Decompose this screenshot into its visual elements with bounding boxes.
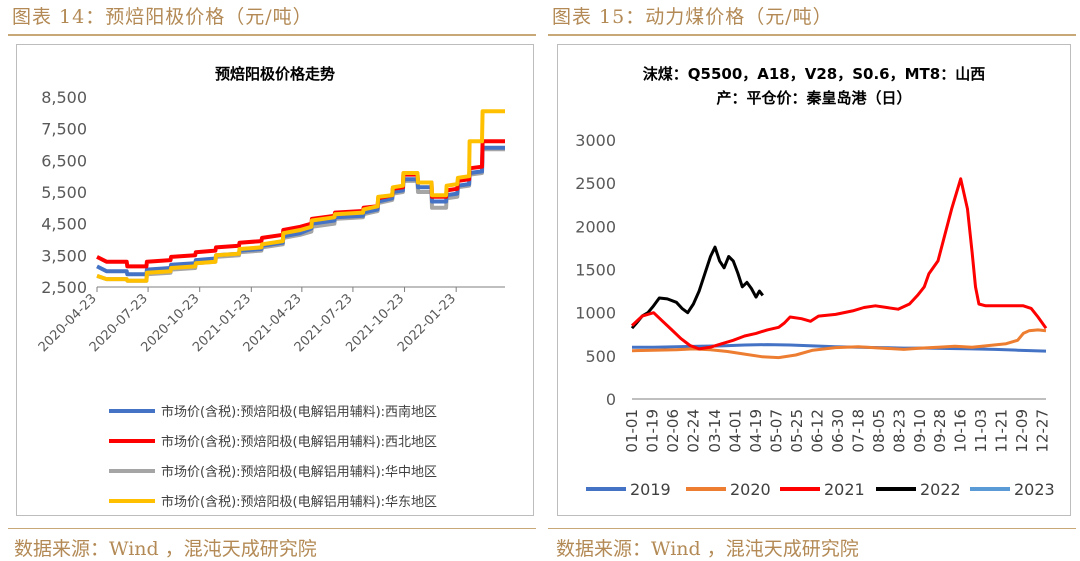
series-line-2	[96, 139, 505, 269]
chart-title-line-2: 产：平仓价：秦皇岛港（日）	[716, 89, 911, 107]
y-tick-label: 7,500	[41, 120, 87, 139]
x-tick-label: 01-19	[643, 409, 661, 453]
y-tick-label: 3,500	[41, 246, 87, 265]
y-tick-label: 1000	[575, 304, 616, 323]
y-tick-label: 5,500	[41, 183, 87, 202]
y-tick-label: 3000	[575, 131, 616, 150]
right-source-rule	[548, 528, 1076, 529]
x-tick-label: 08-23	[890, 409, 908, 453]
x-tick-label: 04-19	[747, 409, 765, 453]
x-tick-label: 03-14	[706, 409, 724, 453]
legend-label: 市场价(含税):预焙阳极(电解铝用辅料):西北地区	[161, 434, 437, 450]
right-data-source: 数据来源：Wind ，混沌天成研究院	[556, 538, 859, 560]
left-caption-rule	[8, 34, 536, 36]
chart-title-line-1: 沫煤：Q5500，A18，V28，S0.6，MT8：山西	[643, 65, 985, 83]
x-tick-label: 12-27	[1034, 409, 1052, 453]
coal-price-chart: 沫煤：Q5500，A18，V28，S0.6，MT8：山西 产：平仓价：秦皇岛港（…	[575, 65, 1055, 499]
legend-label: 2019	[630, 480, 671, 499]
y-tick-label: 2000	[575, 217, 616, 236]
x-tick-label: 06-30	[829, 409, 847, 453]
left-source-rule	[8, 528, 536, 529]
legend-label: 2023	[1014, 480, 1055, 499]
x-tick-label: 07-18	[849, 409, 867, 453]
x-tick-label: 02-24	[684, 409, 702, 453]
x-tick-label: 08-05	[870, 409, 888, 453]
legend-label: 市场价(含税):预焙阳极(电解铝用辅料):华中地区	[161, 464, 437, 480]
x-tick-label: 02-06	[664, 409, 682, 453]
series-line-2022	[630, 245, 764, 330]
y-tick-label: 2500	[575, 174, 616, 193]
left-data-source: 数据来源：Wind ，混沌天成研究院	[14, 538, 317, 560]
series-line-1	[96, 145, 505, 277]
anode-price-chart: 预焙阳极价格走势 2,500 3,500 4,500 5,500 6,500 7,500 8…	[36, 65, 505, 510]
y-tick-label: 8,500	[41, 88, 87, 107]
x-tick-label: 09-28	[931, 409, 949, 453]
anode-chart-panel: 预焙阳极价格走势 2,500 3,500 4,500 5,500 6,500 7,500 8…	[16, 44, 534, 516]
y-tick-label: 6,500	[41, 151, 87, 170]
x-tick-label: 09-10	[911, 409, 929, 453]
legend-label: 市场价(含税):预焙阳极(电解铝用辅料):西南地区	[161, 404, 437, 420]
right-caption-rule	[548, 34, 1076, 36]
legend-label: 2020	[730, 480, 771, 499]
legend-label: 市场价(含税):预焙阳极(电解铝用辅料):华东地区	[161, 494, 437, 510]
y-tick-label: 2,500	[41, 278, 87, 297]
x-tick-label: 11-03	[972, 409, 990, 453]
x-tick-label: 05-07	[767, 409, 785, 453]
x-tick-label: 05-25	[788, 409, 806, 453]
x-tick-label: 12-09	[1013, 409, 1031, 453]
y-tick-label: 500	[585, 347, 616, 366]
y-tick-label: 1500	[575, 261, 616, 280]
x-tick-label: 01-01	[623, 409, 641, 453]
x-tick-label: 06-12	[808, 409, 826, 453]
legend-label: 2021	[824, 480, 865, 499]
series-line-2021	[630, 177, 1048, 351]
y-tick-label: 0	[606, 390, 616, 409]
coal-chart-panel: 沫煤：Q5500，A18，V28，S0.6，MT8：山西 产：平仓价：秦皇岛港（…	[557, 44, 1071, 516]
chart-title: 预焙阳极价格走势	[215, 65, 335, 83]
x-tick-label: 10-16	[952, 409, 970, 453]
series-line-4	[96, 109, 505, 283]
left-figure-caption: 图表 14：预焙阳极价格（元/吨）	[12, 6, 313, 28]
legend-label: 2022	[920, 480, 961, 499]
x-tick-label: 04-01	[727, 409, 745, 453]
series-line-2020	[631, 328, 1047, 360]
right-figure-caption: 图表 15：动力煤价格（元/吨）	[552, 6, 833, 28]
y-tick-label: 4,500	[41, 215, 87, 234]
x-tick-label: 11-21	[993, 409, 1011, 453]
